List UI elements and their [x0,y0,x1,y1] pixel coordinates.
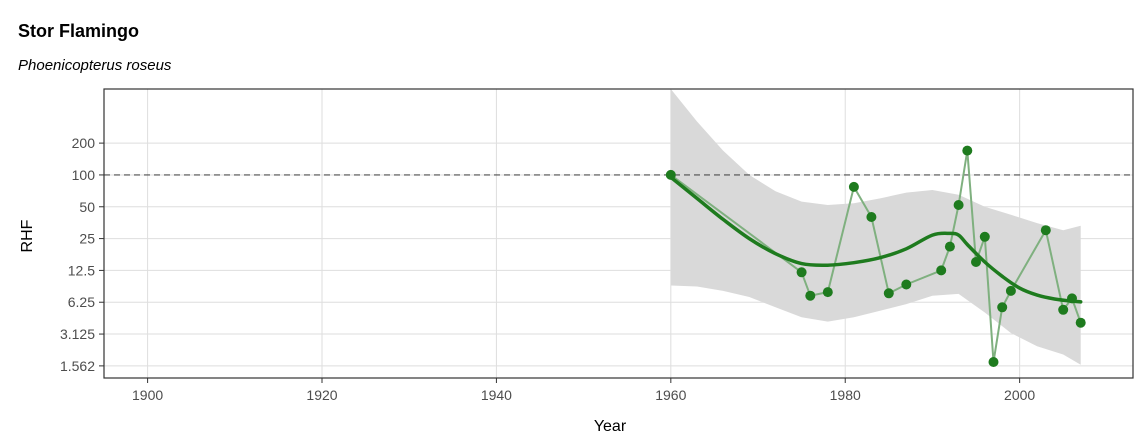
x-tick-label: 1960 [655,387,686,403]
data-point [1041,225,1051,235]
data-point [945,242,955,252]
data-point [997,302,1007,312]
chart-subtitle: Phoenicopterus roseus [18,57,172,74]
data-point [805,291,815,301]
y-tick-label: 6.25 [68,294,95,310]
x-tick-label: 2000 [1004,387,1035,403]
x-tick-label: 1940 [481,387,512,403]
x-tick-label: 1920 [306,387,337,403]
data-point [1067,293,1077,303]
y-tick-label: 100 [72,167,96,183]
chart-title: Stor Flamingo [18,21,139,41]
x-tick-label: 1980 [830,387,861,403]
data-point [980,232,990,242]
data-point [954,200,964,210]
y-tick-label: 1.562 [60,358,95,374]
y-tick-label: 25 [79,231,95,247]
y-tick-label: 12.5 [68,262,95,278]
data-point [989,357,999,367]
x-tick-label: 1900 [132,387,163,403]
data-point [884,288,894,298]
data-point [1006,286,1016,296]
x-axis-ticks: 1900 1920 1940 1960 1980 2000 [132,378,1035,403]
data-point [936,265,946,275]
y-axis-title: RHF [19,219,36,252]
data-point [849,182,859,192]
data-point [666,170,676,180]
data-point [901,280,911,290]
x-axis-title: Year [594,418,627,435]
data-point [1058,305,1068,315]
data-point [962,146,972,156]
y-tick-label: 200 [72,135,96,151]
data-point [866,212,876,222]
data-point [823,287,833,297]
data-point [1076,318,1086,328]
y-tick-label: 50 [79,199,95,215]
data-point [971,257,981,267]
data-point [797,267,807,277]
y-tick-label: 3.125 [60,326,95,342]
y-axis-ticks: 1.562 3.125 6.25 12.5 25 50 100 200 [60,135,104,374]
